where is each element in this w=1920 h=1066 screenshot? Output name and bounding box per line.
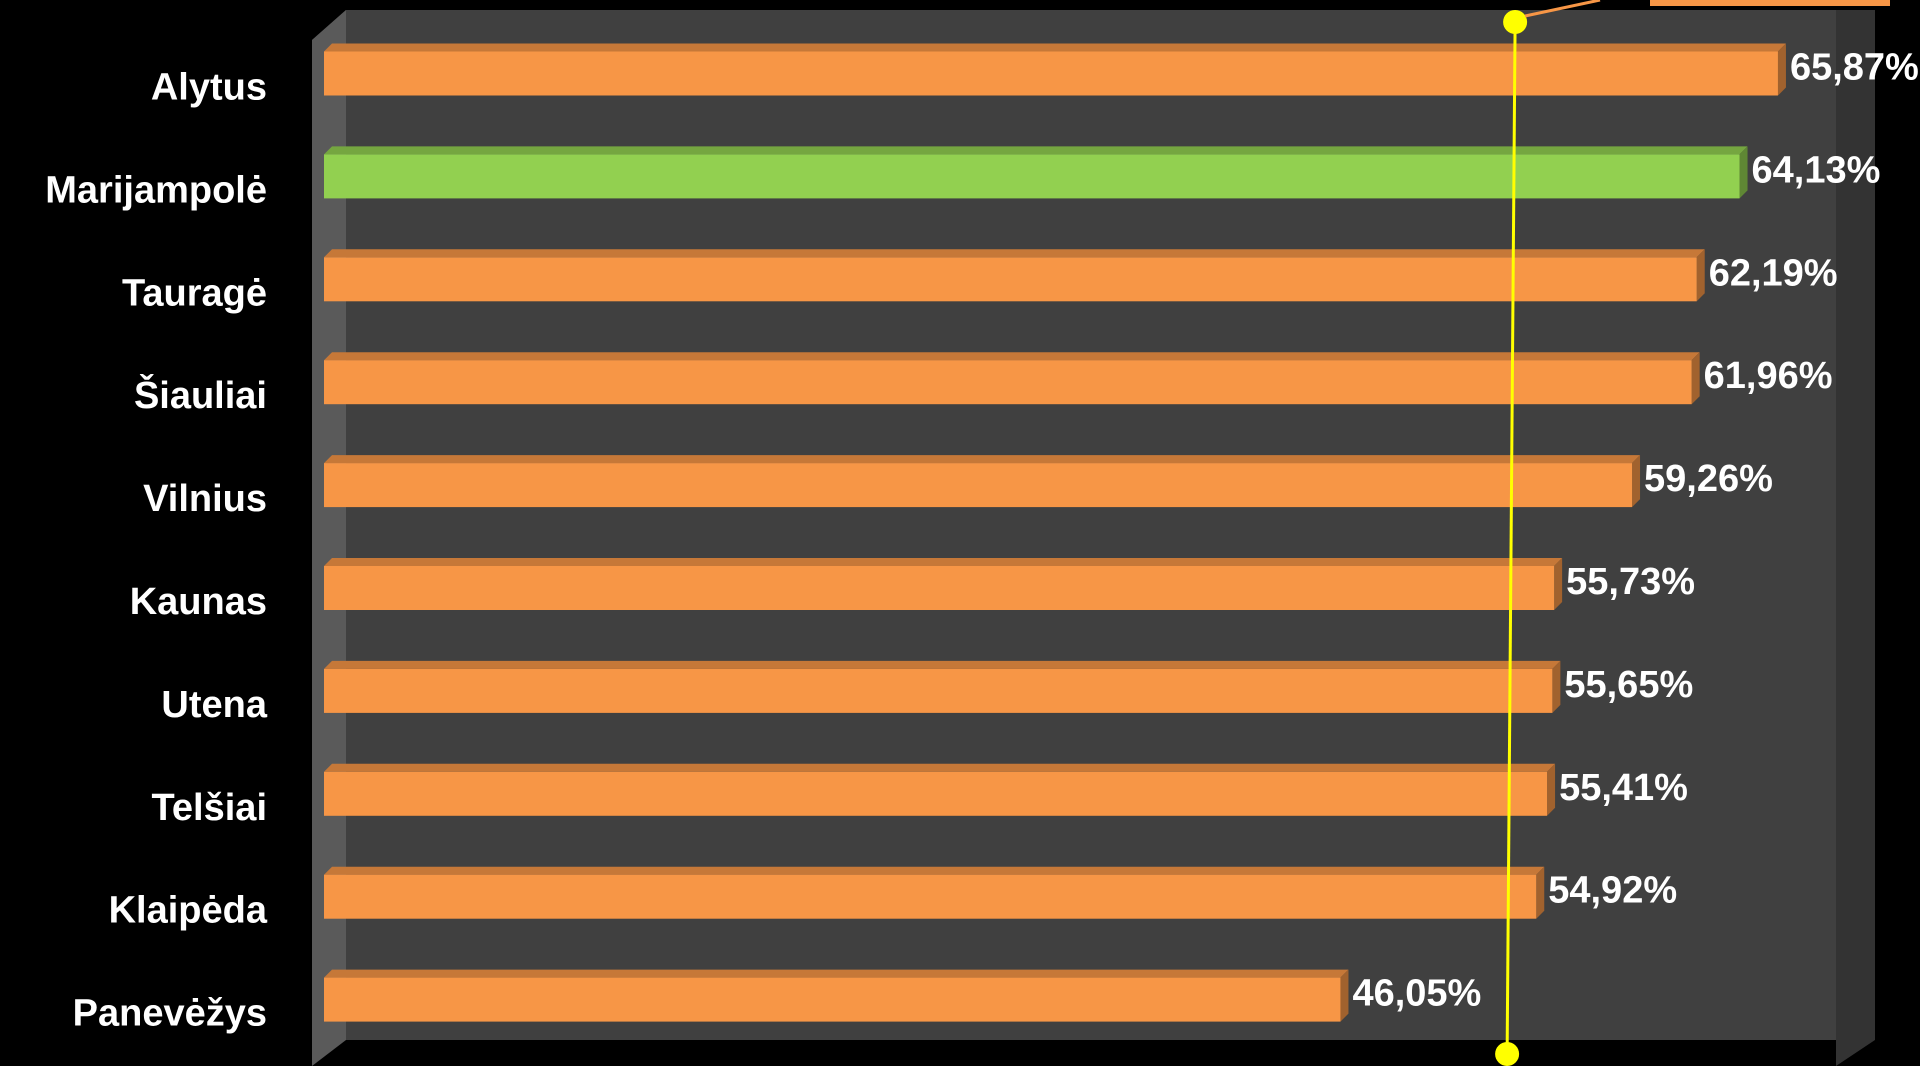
category-label: Alytus (151, 67, 267, 109)
bar (324, 668, 1553, 713)
bar (324, 463, 1633, 508)
bar-side (1696, 249, 1705, 302)
bar-side (1691, 352, 1700, 405)
category-label: Vilnius (143, 478, 267, 520)
bar (324, 874, 1537, 919)
value-label: 59,26% (1644, 458, 1773, 500)
bar-side (1739, 146, 1748, 199)
reference-leader (1524, 0, 1601, 18)
value-label: 61,96% (1704, 355, 1833, 397)
bar-top (324, 558, 1563, 566)
bar-top (324, 146, 1748, 155)
value-label: 62,19% (1709, 252, 1838, 294)
bar-top (324, 249, 1705, 258)
value-label: 55,73% (1566, 561, 1695, 603)
value-label: 64,13% (1752, 149, 1881, 191)
bar-side (1552, 660, 1561, 713)
bar (324, 566, 1555, 610)
bar-side (1536, 866, 1545, 919)
category-label: Klaipėda (109, 890, 268, 932)
reference-endpoint (1503, 10, 1528, 34)
reference-line (1505, 21, 1517, 1055)
category-label: Šiauliai (134, 372, 267, 417)
category-label: Tauragė (122, 272, 267, 314)
bar-top (324, 455, 1641, 464)
value-label: 65,87% (1790, 47, 1919, 89)
bar-top (324, 866, 1545, 875)
bar-side (1340, 969, 1349, 1022)
bar-side (1632, 455, 1641, 508)
category-label: Kaunas (130, 581, 267, 623)
bar-top (324, 352, 1700, 361)
bar-side (1547, 763, 1556, 816)
bar (324, 360, 1692, 405)
plot-right-side (1836, 10, 1875, 1066)
category-label: Marijampolė (45, 169, 267, 211)
bar (324, 154, 1740, 199)
reference-label-box (1650, 0, 1890, 6)
bar (324, 51, 1778, 96)
bar (324, 771, 1548, 816)
bar (324, 257, 1697, 302)
bar (324, 977, 1341, 1022)
category-label: Panevėžys (73, 993, 267, 1035)
value-label: 54,92% (1548, 870, 1677, 912)
category-label: Utena (161, 684, 267, 726)
bar-side (1777, 43, 1786, 96)
bar-side (1554, 558, 1563, 610)
value-label: 46,05% (1352, 973, 1481, 1015)
bar-top (324, 660, 1561, 669)
bar-top (324, 969, 1349, 978)
category-label: Telšiai (152, 787, 267, 829)
value-label: 55,41% (1559, 767, 1688, 809)
value-label: 55,65% (1564, 664, 1693, 706)
bar-top (324, 43, 1786, 52)
reference-endpoint (1495, 1042, 1520, 1066)
bar-top (324, 763, 1556, 772)
